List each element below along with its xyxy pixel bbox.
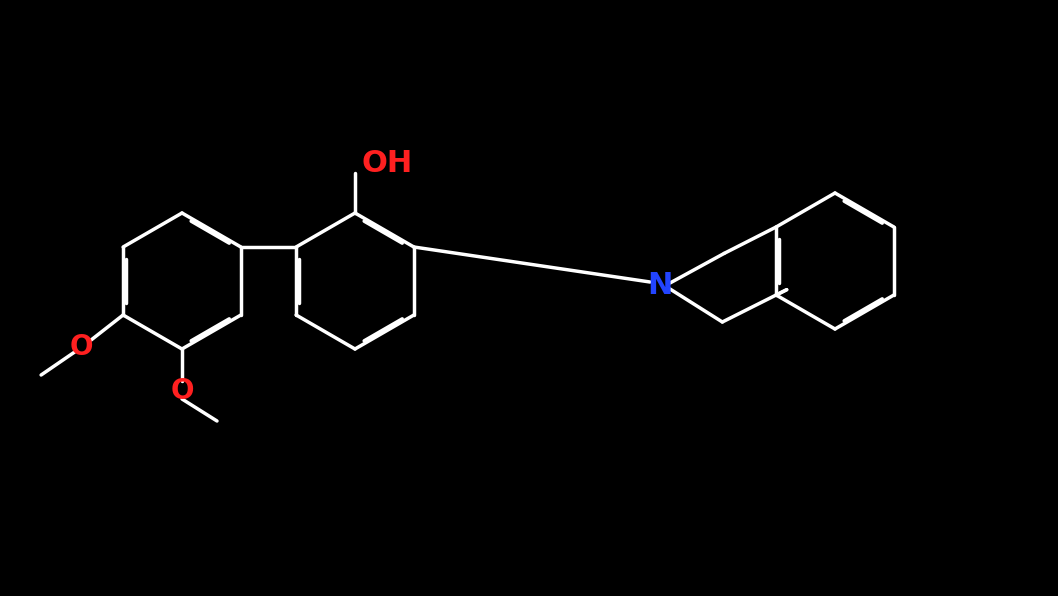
Text: N: N [647,272,673,300]
Text: O: O [170,377,194,405]
Text: O: O [70,333,93,361]
Text: OH: OH [362,148,413,178]
